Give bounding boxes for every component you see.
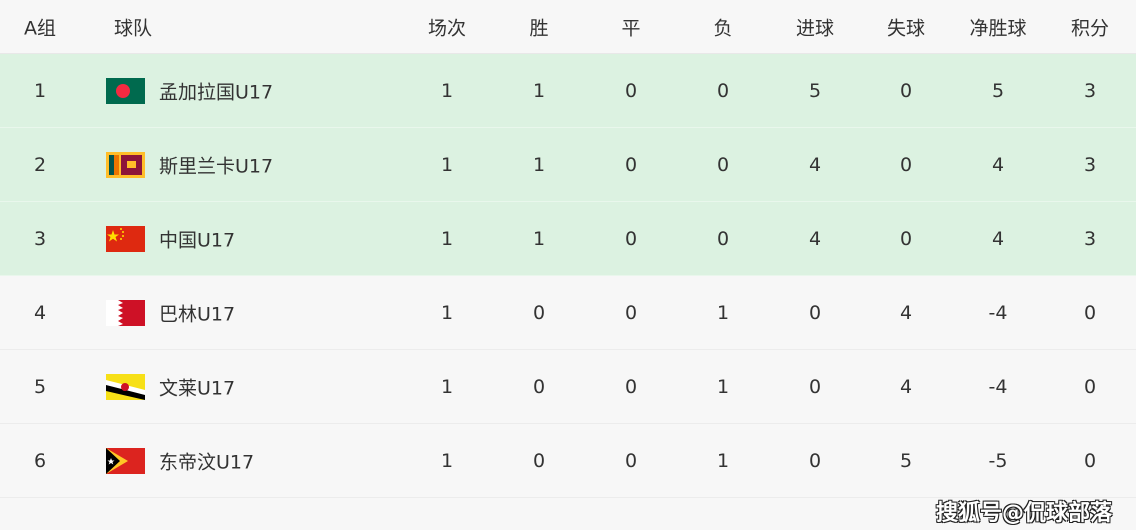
header-points: 积分 — [1070, 17, 1110, 39]
cell-pts: 3 — [1083, 153, 1097, 176]
cell-gd: -4 — [988, 375, 1008, 398]
cell-played: 1 — [440, 375, 454, 398]
cell-won: 1 — [532, 79, 546, 102]
cell-gf: 4 — [808, 153, 822, 176]
cell-gf: 4 — [808, 227, 822, 250]
cell-drawn: 0 — [624, 227, 638, 250]
cell-pts: 3 — [1083, 79, 1097, 102]
watermark: 搜狐号@侃球部落 — [935, 501, 1112, 526]
cell-won: 0 — [532, 449, 546, 472]
cell-pts: 0 — [1083, 375, 1097, 398]
cell-won: 1 — [532, 227, 546, 250]
cell-gd: 4 — [991, 227, 1005, 250]
cell-lost: 1 — [716, 449, 730, 472]
header-won: 胜 — [529, 17, 549, 39]
cell-ga: 5 — [899, 449, 913, 472]
rank: 4 — [33, 301, 47, 324]
cell-drawn: 0 — [624, 153, 638, 176]
cell-gd: 4 — [991, 153, 1005, 176]
table-row: 6 东帝汶U17 1 0 0 1 0 5 -5 0 — [0, 424, 1136, 498]
header-team: 球队 — [113, 17, 153, 39]
cell-won: 0 — [532, 375, 546, 398]
cell-gf: 0 — [808, 375, 822, 398]
cell-drawn: 0 — [624, 301, 638, 324]
cell-pts: 0 — [1083, 301, 1097, 324]
cell-ga: 0 — [899, 153, 913, 176]
cell-gf: 0 — [808, 449, 822, 472]
rank: 6 — [33, 449, 47, 472]
cell-ga: 0 — [899, 227, 913, 250]
cell-pts: 0 — [1083, 449, 1097, 472]
cell-drawn: 0 — [624, 449, 638, 472]
cell-lost: 1 — [716, 375, 730, 398]
cell-played: 1 — [440, 79, 454, 102]
cell-ga: 0 — [899, 79, 913, 102]
cell-lost: 0 — [716, 79, 730, 102]
cell-played: 1 — [440, 301, 454, 324]
table-row: 1 孟加拉国U17 1 1 0 0 5 0 5 3 — [0, 54, 1136, 128]
team-name: 中国U17 — [159, 229, 236, 251]
header-drawn: 平 — [621, 17, 641, 39]
team-name: 孟加拉国U17 — [159, 81, 274, 103]
cell-gf: 0 — [808, 301, 822, 324]
cell-played: 1 — [440, 227, 454, 250]
rank: 2 — [33, 153, 47, 176]
sri-lanka-flag-icon — [106, 151, 145, 178]
china-flag-icon — [106, 225, 145, 252]
cell-lost: 0 — [716, 227, 730, 250]
team-name: 东帝汶U17 — [159, 451, 255, 473]
team-name: 斯里兰卡U17 — [159, 155, 274, 177]
cell-gd: 5 — [991, 79, 1005, 102]
bangladesh-flag-icon — [106, 77, 145, 104]
team-name: 巴林U17 — [159, 303, 236, 325]
cell-ga: 4 — [899, 375, 913, 398]
cell-played: 1 — [440, 153, 454, 176]
table-row: 3 中国U17 1 1 0 0 4 0 4 3 — [0, 202, 1136, 276]
cell-won: 0 — [532, 301, 546, 324]
header-goals-for: 进球 — [795, 17, 835, 39]
cell-lost: 1 — [716, 301, 730, 324]
table-row: 2 斯里兰卡U17 1 1 0 0 4 0 4 3 — [0, 128, 1136, 202]
cell-gd: -5 — [988, 449, 1008, 472]
rank: 1 — [33, 79, 47, 102]
table-header: A组 球队 场次 胜 平 负 进球 失球 净胜球 积分 — [0, 0, 1136, 54]
bahrain-flag-icon — [106, 299, 145, 326]
cell-lost: 0 — [716, 153, 730, 176]
header-played: 场次 — [427, 17, 467, 39]
rank: 5 — [33, 375, 47, 398]
cell-pts: 3 — [1083, 227, 1097, 250]
timor-leste-flag-icon — [106, 447, 145, 474]
header-group: A组 — [24, 17, 56, 39]
team-name: 文莱U17 — [159, 377, 236, 399]
brunei-flag-icon — [106, 373, 145, 400]
cell-gd: -4 — [988, 301, 1008, 324]
cell-drawn: 0 — [624, 79, 638, 102]
cell-ga: 4 — [899, 301, 913, 324]
cell-drawn: 0 — [624, 375, 638, 398]
table-row: 5 文莱U17 1 0 0 1 0 4 -4 0 — [0, 350, 1136, 424]
cell-played: 1 — [440, 449, 454, 472]
header-goal-difference: 净胜球 — [969, 17, 1027, 39]
rank: 3 — [33, 227, 47, 250]
header-goals-against: 失球 — [886, 17, 926, 39]
header-lost: 负 — [713, 17, 733, 39]
cell-gf: 5 — [808, 79, 822, 102]
table-row: 4 巴林U17 1 0 0 1 0 4 -4 0 — [0, 276, 1136, 350]
cell-won: 1 — [532, 153, 546, 176]
